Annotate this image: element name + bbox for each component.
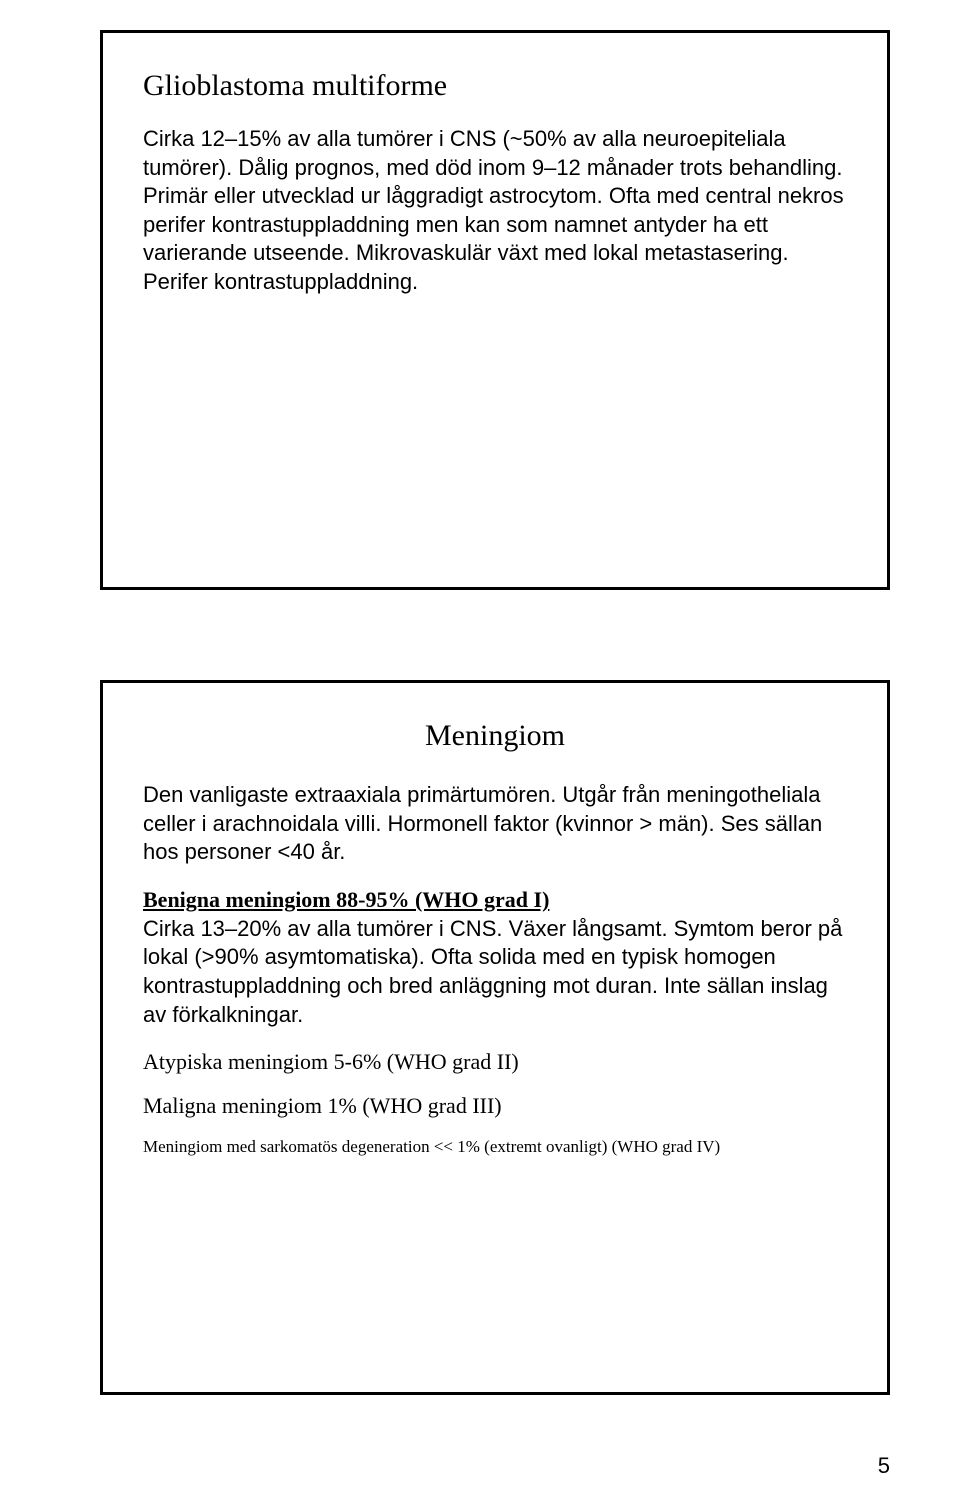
slide2-sub1-block: Benigna meningiom 88-95% (WHO grad I): [143, 887, 847, 913]
slide1-title: Glioblastoma multiforme: [143, 69, 847, 103]
slide2-sub1: Benigna meningiom 88-95% (WHO grad I): [143, 887, 549, 912]
page-number: 5: [878, 1453, 890, 1479]
slide2-sub3: Maligna meningiom 1% (WHO grad III): [143, 1093, 847, 1119]
slide1-body: Cirka 12–15% av alla tumörer i CNS (~50%…: [143, 125, 847, 297]
slide-meningiom: Meningiom Den vanligaste extraaxiala pri…: [100, 680, 890, 1395]
slide2-title: Meningiom: [143, 719, 847, 753]
slide2-para2: Cirka 13–20% av alla tumörer i CNS. Växe…: [143, 915, 847, 1029]
slide2-sub4: Meningiom med sarkomatös degeneration <<…: [143, 1137, 847, 1157]
document-page: Glioblastoma multiforme Cirka 12–15% av …: [0, 0, 960, 1501]
slide2-sub2: Atypiska meningiom 5-6% (WHO grad II): [143, 1049, 847, 1075]
slide-glioblastoma: Glioblastoma multiforme Cirka 12–15% av …: [100, 30, 890, 590]
slide2-para1: Den vanligaste extraaxiala primärtumören…: [143, 781, 847, 867]
